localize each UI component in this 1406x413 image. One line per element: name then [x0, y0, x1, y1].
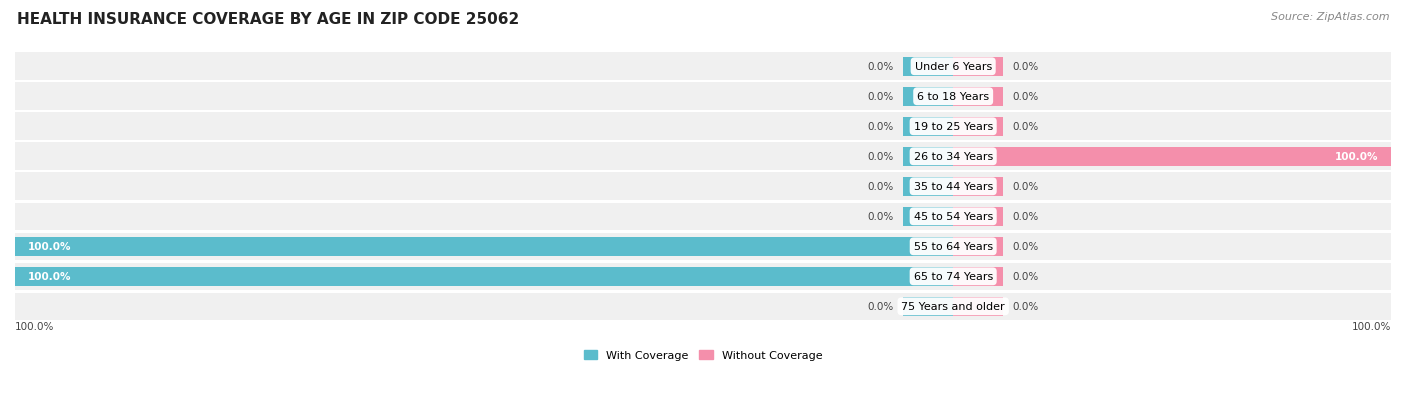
Text: Source: ZipAtlas.com: Source: ZipAtlas.com — [1271, 12, 1389, 22]
Bar — [953, 118, 1004, 136]
Bar — [15, 233, 1391, 261]
Bar — [903, 297, 953, 316]
Bar — [15, 267, 953, 286]
Text: 0.0%: 0.0% — [868, 212, 894, 222]
Text: 75 Years and older: 75 Years and older — [901, 301, 1005, 311]
Bar — [903, 178, 953, 196]
Bar — [15, 83, 1391, 111]
Text: 0.0%: 0.0% — [1012, 212, 1039, 222]
Text: 45 to 54 Years: 45 to 54 Years — [914, 212, 993, 222]
Bar — [903, 207, 953, 226]
Bar — [953, 147, 1391, 166]
Bar — [903, 118, 953, 136]
Text: 6 to 18 Years: 6 to 18 Years — [917, 92, 990, 102]
Text: 100.0%: 100.0% — [15, 322, 55, 332]
Bar — [953, 88, 1004, 106]
Bar — [15, 237, 953, 256]
Bar — [953, 207, 1004, 226]
Bar — [953, 237, 1004, 256]
Bar — [15, 203, 1391, 230]
Bar — [15, 113, 1391, 141]
Legend: With Coverage, Without Coverage: With Coverage, Without Coverage — [579, 345, 827, 365]
Text: 0.0%: 0.0% — [868, 182, 894, 192]
Bar — [953, 267, 1004, 286]
Bar — [903, 58, 953, 76]
Text: 0.0%: 0.0% — [868, 122, 894, 132]
Text: 65 to 74 Years: 65 to 74 Years — [914, 272, 993, 282]
Text: 100.0%: 100.0% — [28, 272, 72, 282]
Text: 26 to 34 Years: 26 to 34 Years — [914, 152, 993, 162]
Text: 0.0%: 0.0% — [1012, 62, 1039, 72]
Bar — [15, 263, 1391, 290]
Text: 0.0%: 0.0% — [868, 152, 894, 162]
Text: 100.0%: 100.0% — [1334, 152, 1378, 162]
Text: 0.0%: 0.0% — [868, 92, 894, 102]
Text: 100.0%: 100.0% — [1351, 322, 1391, 332]
Text: 100.0%: 100.0% — [28, 242, 72, 252]
Text: 0.0%: 0.0% — [1012, 182, 1039, 192]
Text: 0.0%: 0.0% — [1012, 92, 1039, 102]
Bar — [15, 53, 1391, 81]
Bar — [953, 297, 1004, 316]
Text: 0.0%: 0.0% — [1012, 272, 1039, 282]
Bar — [903, 147, 953, 166]
Bar — [15, 293, 1391, 320]
Bar — [903, 88, 953, 106]
Text: 0.0%: 0.0% — [868, 62, 894, 72]
Bar — [953, 58, 1004, 76]
Text: 0.0%: 0.0% — [1012, 122, 1039, 132]
Text: 35 to 44 Years: 35 to 44 Years — [914, 182, 993, 192]
Text: 55 to 64 Years: 55 to 64 Years — [914, 242, 993, 252]
Text: HEALTH INSURANCE COVERAGE BY AGE IN ZIP CODE 25062: HEALTH INSURANCE COVERAGE BY AGE IN ZIP … — [17, 12, 519, 27]
Bar — [15, 173, 1391, 201]
Text: 0.0%: 0.0% — [1012, 301, 1039, 311]
Bar — [15, 143, 1391, 171]
Text: 19 to 25 Years: 19 to 25 Years — [914, 122, 993, 132]
Text: 0.0%: 0.0% — [1012, 242, 1039, 252]
Bar — [953, 178, 1004, 196]
Text: Under 6 Years: Under 6 Years — [914, 62, 991, 72]
Text: 0.0%: 0.0% — [868, 301, 894, 311]
